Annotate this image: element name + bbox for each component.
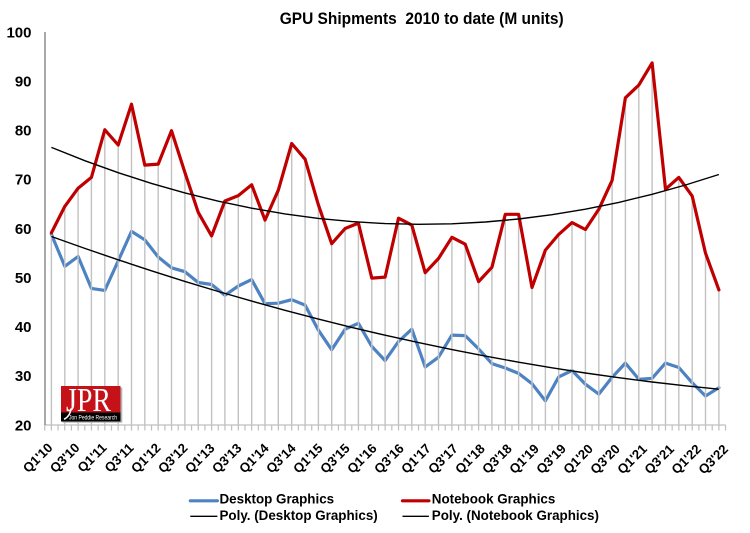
svg-text:50: 50 (15, 270, 32, 287)
svg-text:90: 90 (15, 73, 32, 90)
svg-text:Poly. (Desktop Graphics): Poly. (Desktop Graphics) (220, 508, 378, 523)
svg-text:Poly. (Notebook Graphics): Poly. (Notebook Graphics) (432, 508, 599, 523)
svg-text:80: 80 (15, 123, 32, 140)
svg-text:Desktop Graphics: Desktop Graphics (220, 492, 335, 507)
svg-text:30: 30 (15, 368, 32, 385)
svg-text:JPR: JPR (66, 382, 111, 419)
svg-text:Notebook Graphics: Notebook Graphics (432, 492, 556, 507)
svg-text:GPU Shipments 2010 to date (M: GPU Shipments 2010 to date (M units) (280, 9, 564, 28)
svg-text:100: 100 (6, 24, 31, 41)
svg-text:40: 40 (15, 319, 32, 336)
svg-text:Jon Peddie Research: Jon Peddie Research (69, 415, 117, 422)
svg-text:20: 20 (15, 417, 32, 434)
svg-text:60: 60 (15, 221, 32, 238)
svg-text:70: 70 (15, 172, 32, 189)
